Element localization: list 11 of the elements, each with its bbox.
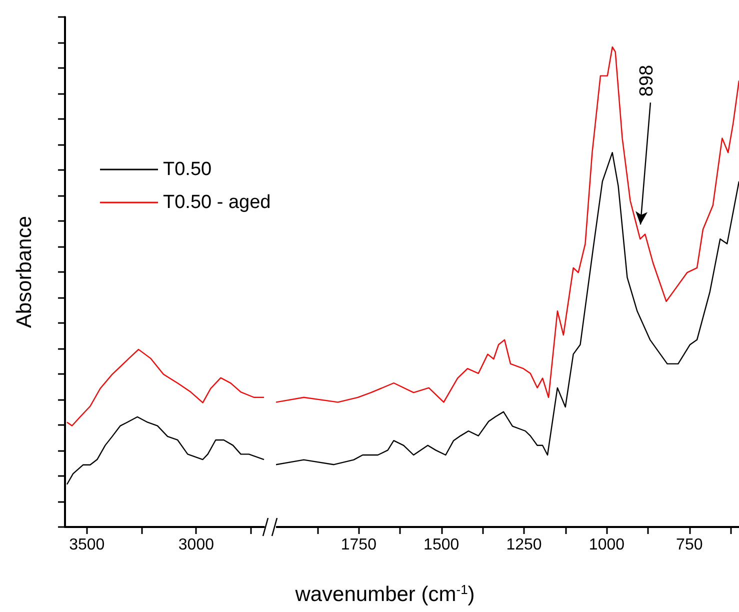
- legend-label: T0.50: [163, 159, 212, 180]
- x-tick-label: 3000: [178, 536, 214, 554]
- x-tick-label: 1750: [340, 536, 377, 554]
- annotation: 898: [636, 64, 658, 97]
- x-tick-label: 1250: [506, 536, 542, 554]
- x-tick-label: 1000: [588, 536, 625, 554]
- legend-label: T0.50 - aged: [163, 192, 271, 213]
- x-tick-label: 1500: [424, 536, 460, 554]
- y-axis-title: Absorbance: [13, 216, 36, 328]
- x-tick-label: 3500: [69, 536, 105, 554]
- x-tick-label: 750: [676, 536, 703, 554]
